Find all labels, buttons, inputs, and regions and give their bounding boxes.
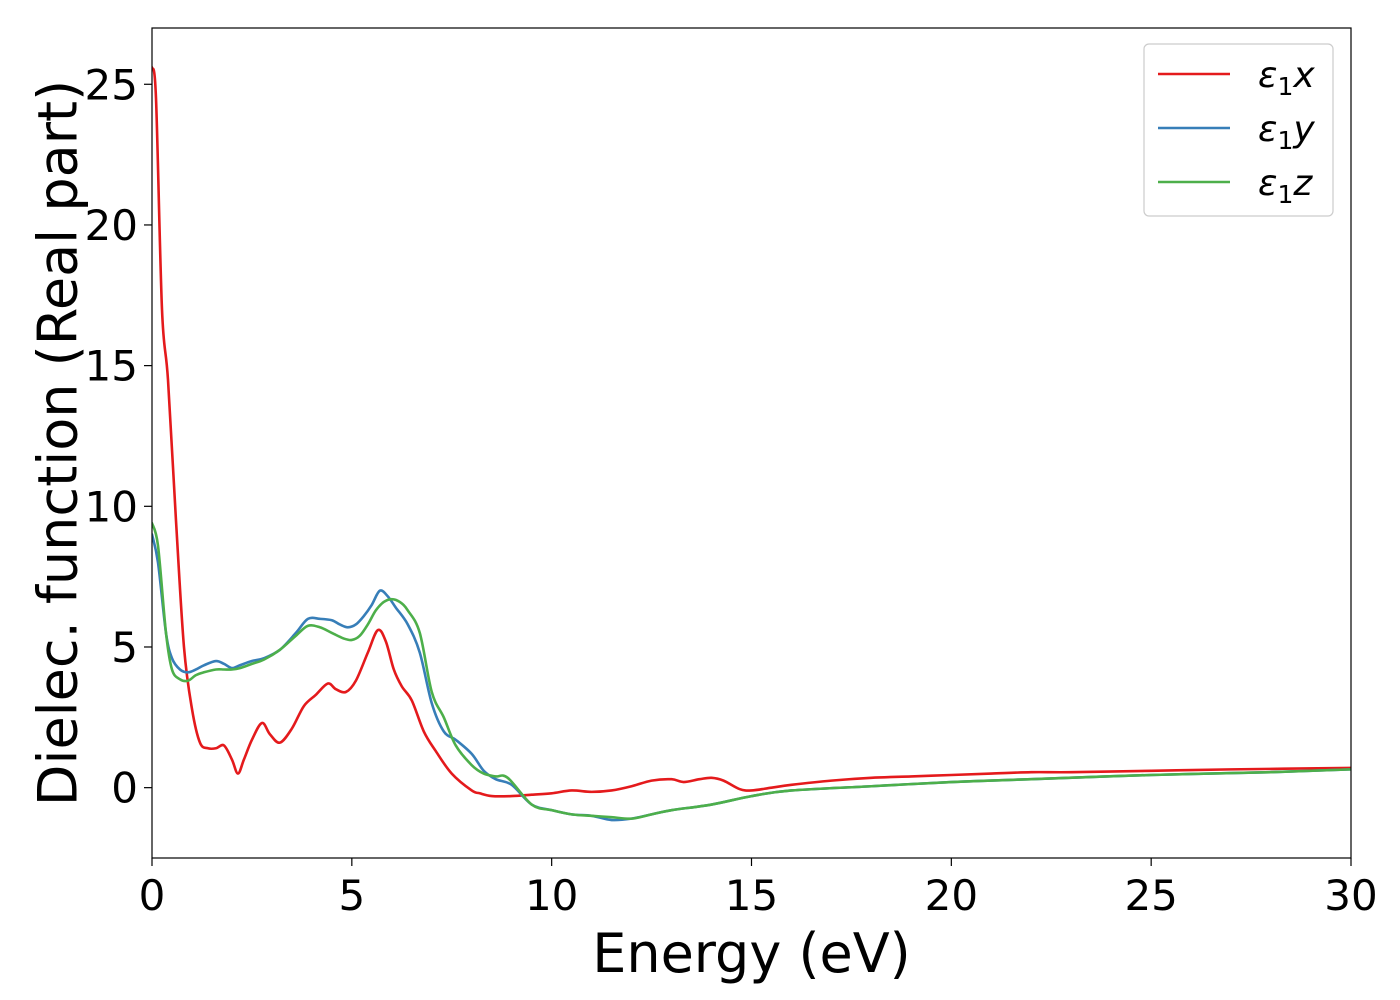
legend-label-y: ε1y [1258, 109, 1315, 155]
x-tick-label: 10 [525, 871, 578, 920]
legend: ε1x ε1y ε1z [1143, 43, 1334, 217]
x-tick-label: 30 [1324, 871, 1377, 920]
y-tick-label: 20 [85, 201, 138, 250]
y-tick-label: 25 [85, 60, 138, 109]
y-tick-label: 15 [85, 342, 138, 391]
y-axis-ticks: 0 5 10 15 20 25 [85, 60, 152, 813]
x-tick-label: 5 [338, 871, 365, 920]
legend-label-z: ε1z [1258, 163, 1313, 209]
series-layer [152, 66, 1351, 822]
x-axis-label: Energy (eV) [592, 922, 911, 985]
legend-box [1143, 43, 1334, 217]
x-tick-label: 0 [139, 871, 166, 920]
x-tick-label: 20 [925, 871, 978, 920]
legend-label-x: ε1x [1258, 55, 1315, 101]
series-line-y [152, 533, 1351, 822]
y-tick-label: 0 [111, 764, 138, 813]
series-line-x [152, 66, 1351, 798]
y-tick-label: 10 [85, 482, 138, 531]
x-axis-ticks: 0 5 10 15 20 25 30 [139, 858, 1378, 920]
y-tick-label: 5 [111, 623, 138, 672]
x-tick-label: 25 [1124, 871, 1177, 920]
x-tick-label: 15 [725, 871, 778, 920]
series-line-z [152, 521, 1351, 821]
y-axis-label: Dielec. function (Real part) [27, 80, 90, 806]
